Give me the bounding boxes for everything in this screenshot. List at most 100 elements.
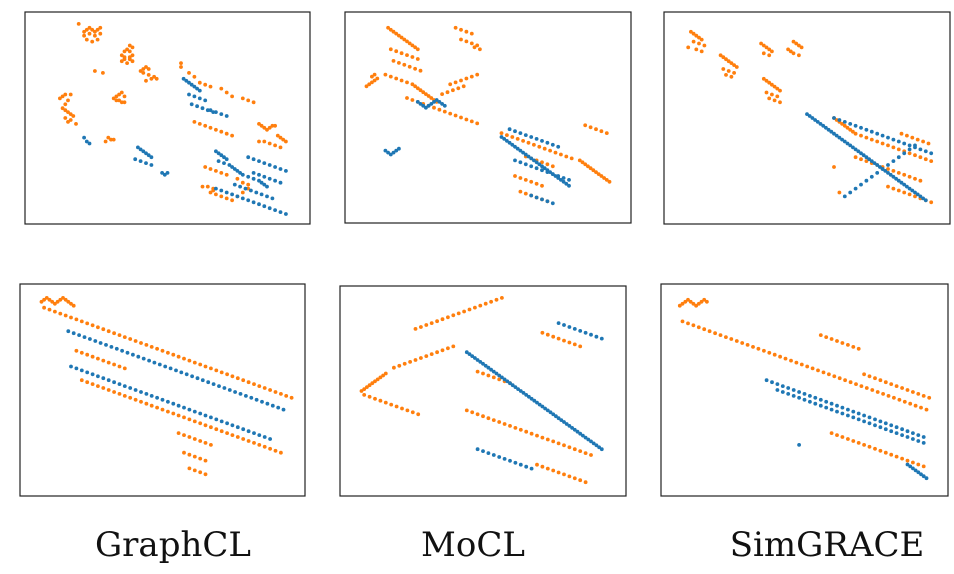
scatter-point — [597, 445, 601, 450]
scatter-point — [499, 131, 504, 136]
scatter-point — [82, 33, 86, 38]
scatter-point — [429, 102, 434, 106]
scatter-point — [486, 416, 491, 421]
scatter-point — [837, 118, 842, 122]
scatter-point — [713, 331, 717, 336]
scatter-point — [921, 464, 926, 469]
scatter-point — [527, 394, 531, 399]
scatter-point — [883, 427, 888, 432]
scatter-point — [405, 80, 409, 85]
scatter-point — [918, 194, 923, 199]
scatter-point — [166, 350, 170, 355]
scatter-point — [133, 388, 138, 392]
scatter-point — [862, 419, 866, 424]
scatter-point — [106, 329, 111, 334]
scatter-point — [859, 384, 864, 388]
scatter-point — [230, 165, 235, 169]
scatter-point — [532, 142, 536, 147]
scatter-point — [567, 178, 571, 182]
scatter-point — [859, 133, 863, 138]
scatter-point — [432, 100, 436, 104]
scatter-point — [869, 159, 874, 164]
scatter-point — [556, 416, 561, 421]
scatter-point — [82, 135, 86, 140]
scatter-point — [486, 451, 491, 455]
scatter-point — [908, 401, 913, 406]
scatter-point — [869, 137, 874, 142]
scatter-point — [745, 343, 750, 347]
scatter-point — [686, 321, 690, 326]
scatter-point — [873, 376, 877, 381]
scatter-point — [772, 352, 777, 357]
scatter-point — [112, 331, 116, 336]
scatter-point — [179, 61, 183, 65]
scatter-point — [518, 462, 523, 467]
scatter-point — [483, 301, 488, 306]
scatter-point — [254, 190, 259, 195]
scatter-point — [61, 296, 65, 300]
scatter-point — [144, 392, 149, 396]
scatter-point — [913, 403, 918, 408]
scatter-point — [905, 133, 909, 138]
scatter-point — [74, 348, 79, 353]
scatter-point — [359, 389, 364, 393]
scatter-point — [407, 41, 412, 46]
scatter-point — [122, 49, 127, 54]
scatter-point — [284, 394, 289, 398]
scatter-point — [225, 421, 230, 426]
scatter-point — [117, 92, 121, 97]
scatter-point — [138, 147, 143, 152]
scatter-point — [267, 206, 272, 211]
scatter-point — [537, 402, 542, 407]
scatter-point — [775, 86, 780, 91]
scatter-point — [770, 380, 774, 385]
scatter-point — [827, 372, 831, 377]
scatter-point — [176, 354, 181, 359]
scatter-point — [718, 333, 723, 337]
scatter-point — [556, 321, 561, 325]
scatter-point — [365, 385, 369, 389]
scatter-point — [489, 299, 493, 304]
scatter-point — [864, 127, 869, 132]
scatter-point — [523, 162, 528, 167]
scatter-point — [96, 384, 100, 388]
scatter-point — [367, 82, 372, 87]
scatter-point — [270, 196, 275, 201]
scatter-point — [130, 59, 135, 64]
scatter-point — [424, 323, 429, 327]
scatter-point — [915, 192, 920, 197]
scatter-point — [846, 343, 850, 347]
scatter-point — [911, 431, 915, 435]
scatter-point — [588, 166, 593, 171]
scatter-point — [794, 41, 799, 46]
scatter-point — [851, 145, 855, 150]
scatter-point — [459, 78, 463, 83]
scatter-point — [176, 431, 181, 435]
scatter-point — [214, 149, 218, 154]
scatter-point — [523, 178, 528, 182]
scatter-point — [551, 334, 556, 339]
scatter-point — [686, 45, 691, 50]
scatter-point — [415, 47, 420, 52]
scatter-point — [508, 424, 512, 428]
scatter-point — [139, 341, 143, 345]
scatter-point — [192, 454, 197, 459]
scatter-point — [429, 96, 434, 100]
scatter-point — [694, 303, 698, 308]
scatter-point — [459, 115, 463, 120]
scatter-point — [905, 458, 910, 463]
scatter-point — [535, 433, 539, 438]
scatter-point — [491, 369, 496, 374]
scatter-point — [873, 417, 877, 422]
scatter-point — [540, 164, 544, 169]
scatter-point — [114, 98, 119, 103]
scatter-point — [913, 143, 917, 148]
scatter-point — [829, 129, 834, 134]
scatter-point — [203, 82, 208, 87]
scatter-point — [109, 137, 113, 142]
scatter-point — [475, 121, 480, 126]
scatter-point — [187, 80, 191, 85]
scatter-point — [513, 174, 517, 178]
scatter-point — [388, 27, 393, 32]
scatter-point — [907, 174, 912, 179]
